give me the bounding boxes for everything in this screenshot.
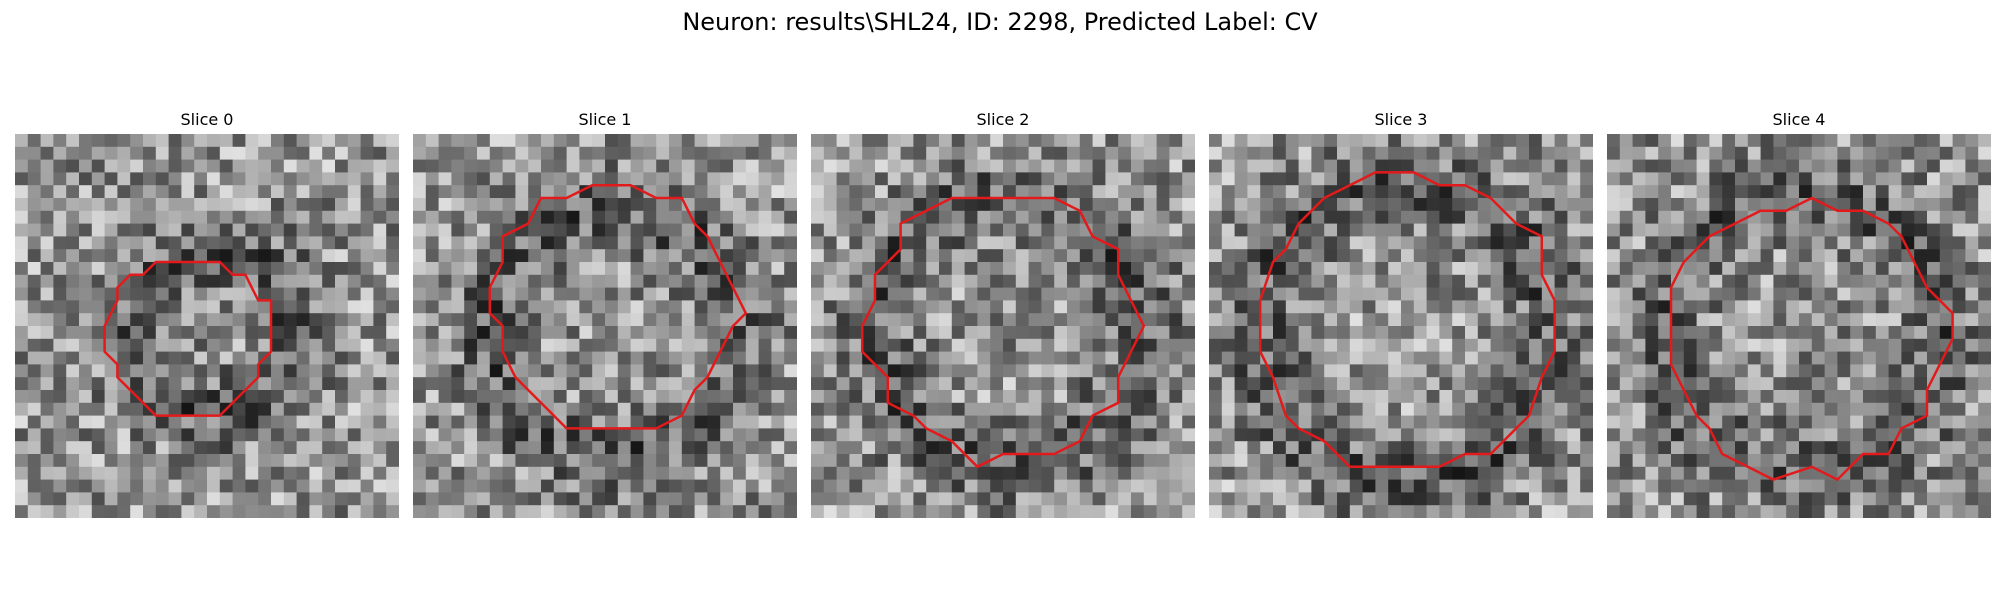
slice-title-3: Slice 3 <box>1374 110 1428 129</box>
slice-title-0: Slice 0 <box>180 110 234 129</box>
slice-panel-3: Slice 3 <box>1209 110 1593 522</box>
neuron-contour <box>860 196 1146 469</box>
slice-panel-4: Slice 4 <box>1607 110 1991 522</box>
slice-title-2: Slice 2 <box>976 110 1030 129</box>
slice-panel-0: Slice 0 <box>15 110 399 522</box>
slice-image-3 <box>1209 134 1593 518</box>
slice-title-4: Slice 4 <box>1772 110 1826 129</box>
neuron-contour <box>1258 171 1556 469</box>
slice-image-4 <box>1607 134 1991 518</box>
figure-title: Neuron: results\SHL24, ID: 2298, Predict… <box>682 8 1318 36</box>
neuron-contour <box>488 183 748 430</box>
neuron-contour <box>1669 196 1954 482</box>
slice-image-1 <box>413 134 797 518</box>
slice-image-2 <box>811 134 1195 518</box>
slice-panel-2: Slice 2 <box>811 110 1195 522</box>
neuron-contour <box>103 260 273 417</box>
slice-panel-1: Slice 1 <box>413 110 797 522</box>
slice-title-1: Slice 1 <box>578 110 632 129</box>
slice-image-0 <box>15 134 399 518</box>
